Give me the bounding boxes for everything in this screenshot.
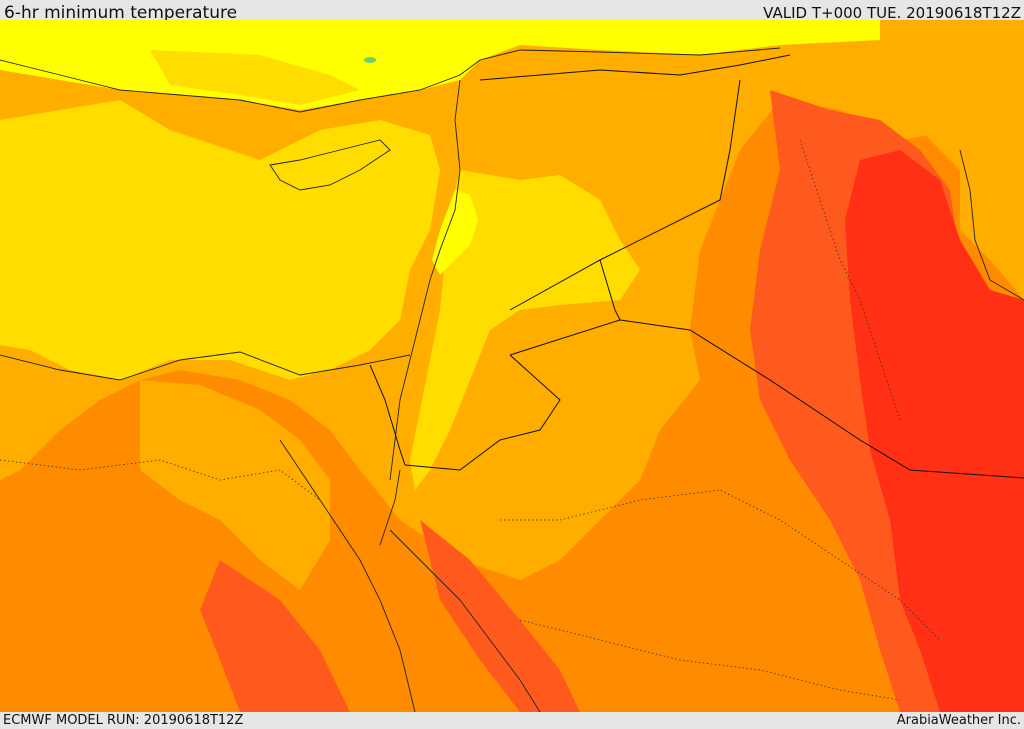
coastline-red-sea-east xyxy=(389,529,541,712)
borders xyxy=(369,54,1024,479)
temperature-field-svg xyxy=(0,20,1024,712)
coastline-gulf-of-aqaba xyxy=(379,469,401,546)
field-hot-redsea-coast xyxy=(420,520,580,712)
admin-border-saudi-north xyxy=(500,489,941,641)
border-syria-iraq xyxy=(509,79,741,311)
field-hot-southwest xyxy=(200,560,350,712)
coastline-levant xyxy=(389,79,461,481)
field-mild-east xyxy=(880,20,1024,300)
field-cool-west xyxy=(0,100,440,380)
footer-bar: ECMWF MODEL RUN: 20190618T12Z ArabiaWeat… xyxy=(0,712,1024,729)
field-accent-green xyxy=(364,57,376,63)
coastline-gulf xyxy=(959,149,1024,301)
coastline-cyprus xyxy=(269,139,391,191)
field-levant-coast-strip xyxy=(432,190,478,275)
admin-border-egypt xyxy=(0,459,321,501)
coastline-turkey xyxy=(0,47,781,113)
coastline-gulf-of-suez xyxy=(279,439,416,712)
valid-time-label: VALID T+000 TUE. 20190618T12Z xyxy=(763,4,1021,22)
header-bar: 6-hr minimum temperature VALID T+000 TUE… xyxy=(0,0,1024,23)
field-cool-levant xyxy=(410,170,640,490)
field-hottest-core xyxy=(845,150,1024,712)
border-jordan xyxy=(404,354,561,471)
field-mild-turkey xyxy=(150,50,360,105)
coastlines xyxy=(0,47,1024,712)
admin-border-iraq-provinces xyxy=(799,139,901,421)
border-jordan-iraq xyxy=(509,259,621,356)
coastline-egypt-north xyxy=(0,351,411,381)
border-iraq-saudi xyxy=(619,319,1024,479)
admin-borders xyxy=(0,139,941,701)
admin-border-saudi-south xyxy=(519,619,901,701)
temperature-map[interactable] xyxy=(0,20,1024,712)
field-mild-egypt xyxy=(140,380,330,590)
border-turkey-syria xyxy=(479,54,791,81)
map-title: 6-hr minimum temperature xyxy=(4,3,238,23)
model-run-label: ECMWF MODEL RUN: 20190618T12Z xyxy=(3,713,244,728)
credit-label: ArabiaWeather Inc. xyxy=(896,713,1021,728)
border-egypt-israel xyxy=(369,364,406,466)
